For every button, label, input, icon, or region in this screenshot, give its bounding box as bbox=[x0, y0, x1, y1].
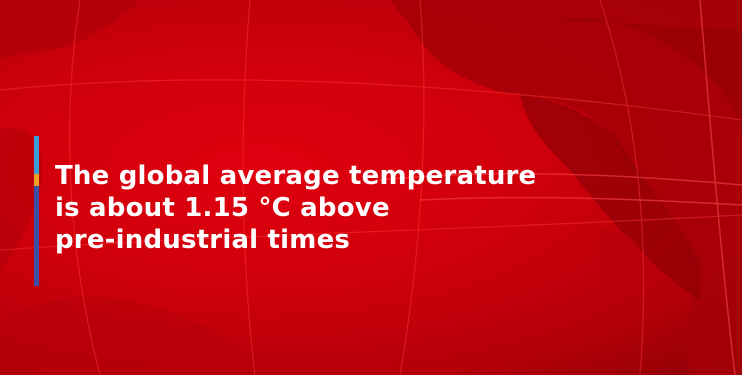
caption-line-2: is about 1.15 °C above bbox=[55, 193, 390, 223]
accent-segment-indigo bbox=[34, 186, 39, 286]
accent-segment-orange bbox=[34, 174, 39, 186]
caption-text: The global average temperature is about … bbox=[55, 160, 575, 256]
accent-segment-blue bbox=[34, 136, 39, 174]
multicolor-accent-bar bbox=[34, 136, 39, 286]
caption-line-1: The global average temperature bbox=[55, 161, 537, 191]
caption-line-3: pre-industrial times bbox=[55, 225, 351, 255]
